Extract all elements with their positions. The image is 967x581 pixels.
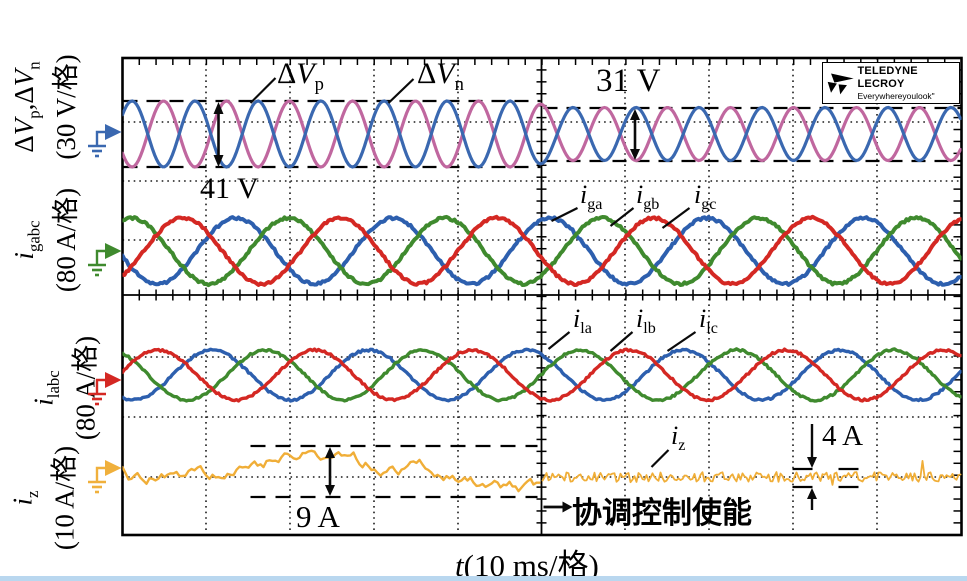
annotation-ilc: ilc xyxy=(699,304,718,338)
trace-ila xyxy=(122,347,962,403)
teledyne-pinwheel-icon xyxy=(827,72,854,94)
trace-dvn xyxy=(122,99,962,169)
vendor-tagline: Everywhereyoulook" xyxy=(857,91,935,101)
trace-ilc xyxy=(122,347,962,403)
annotation-igc: igc xyxy=(694,180,717,214)
trigger-level-marker xyxy=(88,124,122,158)
annotation-4a: 4 A xyxy=(822,420,864,452)
trace-izR xyxy=(541,460,962,486)
annotation-31v: 31 V xyxy=(596,63,661,99)
bottom-caption-strip xyxy=(0,576,967,581)
annotation-delta-vn: ΔVn xyxy=(417,57,464,95)
annotation-9a: 9 A xyxy=(296,499,340,534)
trace-igc xyxy=(122,214,962,287)
annotation-enable-event: 协调控制使能 xyxy=(572,497,752,530)
vendor-name: TELEDYNE LECROY xyxy=(857,65,918,90)
trace-igb xyxy=(122,214,962,288)
trace-dvp xyxy=(122,99,962,169)
annotation-ila: ila xyxy=(573,304,592,338)
x-axis-label: t(10 ms/格) xyxy=(455,548,599,581)
annotation-ilb: ilb xyxy=(636,304,656,338)
annotation-iz: iz xyxy=(671,421,686,455)
channel-trigger-markers xyxy=(88,124,122,494)
teledyne-lecroy-logo: TELEDYNE LECROY Everywhereyoulook" xyxy=(822,62,960,104)
annotation-41v: 41 V xyxy=(200,172,259,205)
annotation-arrows xyxy=(213,77,817,513)
trigger-level-marker xyxy=(88,460,122,494)
trace-ilb xyxy=(122,347,962,403)
plot-area xyxy=(121,56,963,537)
annotation-delta-vp: ΔVp xyxy=(277,57,324,95)
annotation-iga: iga xyxy=(580,180,603,214)
annotation-igb: igb xyxy=(636,180,660,214)
trigger-level-marker xyxy=(88,372,122,406)
trigger-level-marker xyxy=(88,243,122,277)
graticule-ticks xyxy=(138,59,961,524)
